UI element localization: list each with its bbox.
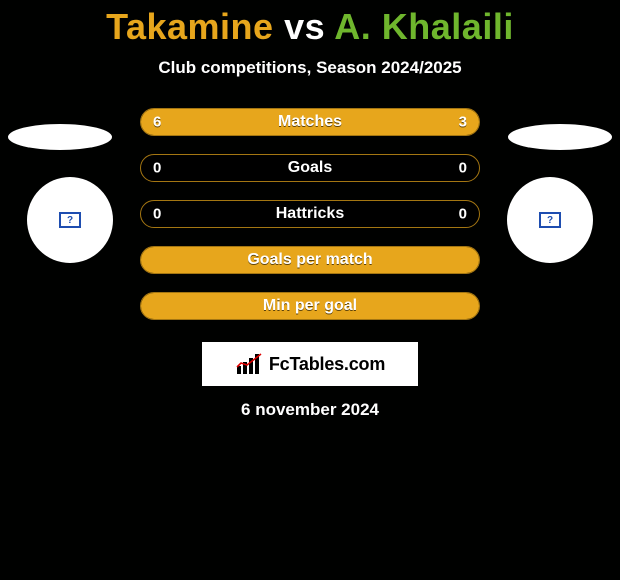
stat-value-right: 0 xyxy=(459,160,467,177)
stat-row-goals-per-match: Goals per match xyxy=(140,246,480,274)
subtitle: Club competitions, Season 2024/2025 xyxy=(0,58,620,78)
brand-logo-box: FcTables.com xyxy=(202,342,418,386)
stat-label: Hattricks xyxy=(276,205,344,223)
date-text: 6 november 2024 xyxy=(0,400,620,420)
brand-bars-icon xyxy=(235,352,263,376)
stat-value-left: 0 xyxy=(153,160,161,177)
player2-name: A. Khalaili xyxy=(334,6,514,47)
stat-row-min-per-goal: Min per goal xyxy=(140,292,480,320)
stat-label: Goals per match xyxy=(247,251,372,269)
player2-badge-circle xyxy=(507,177,593,263)
stat-value-left: 0 xyxy=(153,206,161,223)
stat-rows-container: 6 Matches 3 0 Goals 0 0 Hattricks 0 Goal… xyxy=(140,108,480,320)
stat-row-hattricks: 0 Hattricks 0 xyxy=(140,200,480,228)
player2-placeholder-icon xyxy=(539,212,561,228)
stat-value-left: 6 xyxy=(153,114,161,131)
stat-value-right: 3 xyxy=(459,114,467,131)
left-ellipse-decor xyxy=(8,124,112,150)
stat-label: Min per goal xyxy=(263,297,357,315)
player1-badge-circle xyxy=(27,177,113,263)
comparison-title: Takamine vs A. Khalaili xyxy=(0,0,620,48)
right-ellipse-decor xyxy=(508,124,612,150)
player1-placeholder-icon xyxy=(59,212,81,228)
stat-row-goals: 0 Goals 0 xyxy=(140,154,480,182)
player1-name: Takamine xyxy=(106,6,273,47)
stat-label: Goals xyxy=(288,159,332,177)
stat-row-matches: 6 Matches 3 xyxy=(140,108,480,136)
vs-separator: vs xyxy=(284,6,325,47)
stat-value-right: 0 xyxy=(459,206,467,223)
brand-text: FcTables.com xyxy=(269,354,385,375)
stat-label: Matches xyxy=(278,113,342,131)
